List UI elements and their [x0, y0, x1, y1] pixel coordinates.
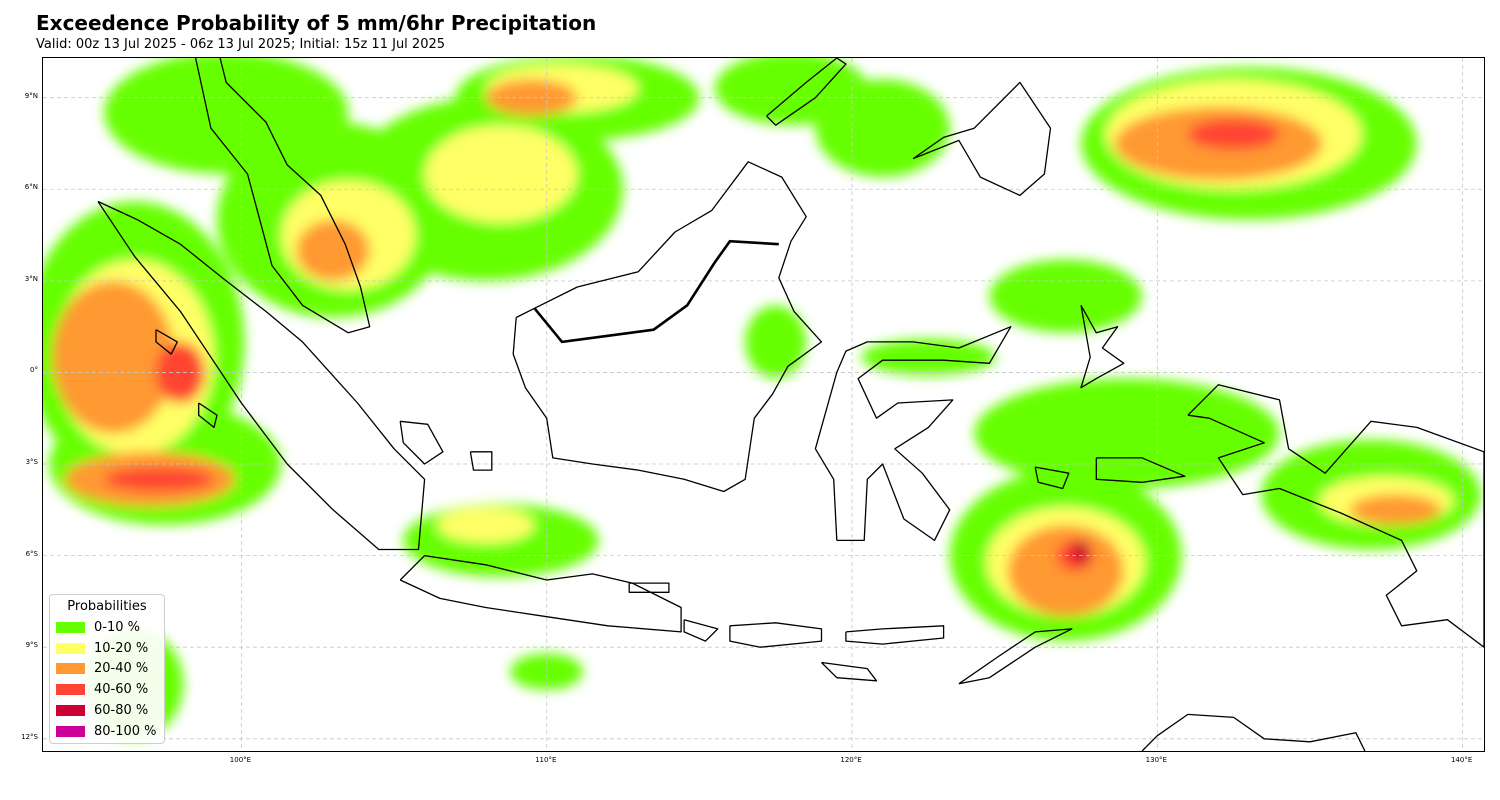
coastline-timor [958, 628, 1073, 685]
precip-area [156, 341, 205, 403]
precip-area [52, 280, 175, 434]
precip-area [815, 79, 950, 177]
legend-label: 10-20 % [94, 640, 149, 656]
lon-tick-label: 140°E [1450, 756, 1473, 764]
coastline-flores [845, 625, 945, 645]
coastline-malay-peninsula [194, 58, 371, 334]
legend-label: 40-60 % [94, 682, 149, 698]
coastline-new-guinea [1187, 384, 1484, 648]
precip-area [296, 219, 370, 281]
lon-tick-label: 110°E [535, 756, 557, 764]
map-panel[interactable] [42, 57, 1485, 752]
borneo-border [533, 239, 779, 344]
lat-tick-label: 6°S [25, 549, 38, 558]
page-subtitle: Valid: 00z 13 Jul 2025 - 06z 13 Jul 2025… [36, 37, 446, 52]
precip-area [510, 653, 584, 690]
precip-area [104, 467, 214, 492]
coastline-bali [683, 619, 719, 642]
lat-tick-label: 9°S [25, 641, 38, 650]
lat-tick-label: 3°S [25, 458, 38, 467]
legend-swatch [56, 725, 85, 737]
legend-item: 20-40 % [56, 659, 158, 680]
precip-area [989, 259, 1142, 333]
coastline-belitung [469, 451, 493, 471]
lon-tick-label: 120°E [840, 756, 862, 764]
precip-area [1007, 525, 1124, 617]
legend-item: 0-10 % [56, 617, 158, 638]
coastline-palawan [766, 58, 847, 126]
coastline-sumatra [97, 200, 426, 551]
coastline-borneo [512, 161, 823, 493]
legend-item: 40-60 % [56, 679, 158, 700]
precip-area [1187, 119, 1280, 150]
legend-label: 0-10 % [94, 619, 140, 635]
page-title: Exceedence Probability of 5 mm/6hr Preci… [36, 11, 597, 35]
precipitation-layer [43, 58, 1481, 739]
precip-area [1071, 540, 1091, 565]
precip-area [436, 506, 535, 544]
coastline-sulawesi [814, 326, 1012, 542]
precip-area [745, 305, 807, 379]
legend-label: 60-80 % [94, 703, 149, 719]
lat-tick-label: 12°S [21, 732, 38, 741]
legend-swatch [56, 705, 85, 717]
map-canvas[interactable] [43, 58, 1484, 751]
border-layer [533, 239, 779, 344]
legend-swatch [56, 663, 85, 675]
legend-item: 80-100 % [56, 721, 158, 742]
precip-area [861, 338, 996, 376]
gridlines [43, 58, 1484, 751]
legend-item: 10-20 % [56, 638, 158, 659]
precip-area [104, 58, 349, 175]
legend: Probabilities 0-10 % 10-20 % 20-40 % 40-… [49, 594, 165, 744]
coastline-seram [1095, 457, 1186, 483]
coastline-java [399, 554, 682, 633]
legend-swatch [56, 642, 85, 654]
lat-tick-label: 0° [30, 366, 38, 375]
legend-item: 60-80 % [56, 700, 158, 721]
lon-tick-label: 130°E [1145, 756, 1167, 764]
coastline-australia-north [1141, 713, 1366, 751]
coastline-bangka [399, 420, 444, 465]
lat-tick-label: 9°N [24, 91, 38, 100]
coastline-sumba [821, 661, 878, 682]
lat-tick-label: 3°N [24, 274, 38, 283]
coastline-layer [97, 58, 1484, 751]
legend-label: 20-40 % [94, 661, 149, 677]
lat-tick-label: 6°N [24, 183, 38, 192]
coastline-madura [628, 582, 670, 593]
precip-area [974, 378, 1280, 489]
coastline-philippines-mindanao [912, 81, 1052, 197]
legend-swatch [56, 621, 85, 633]
lon-tick-label: 100°E [229, 756, 252, 764]
coastline-halmahera [1080, 304, 1125, 389]
coastline-nias [155, 329, 178, 355]
precip-area [485, 79, 578, 116]
coastline-buru [1034, 466, 1070, 490]
legend-swatch [56, 684, 85, 696]
coastline-siberut [198, 402, 218, 429]
coastline-lombok-sumbawa [729, 622, 823, 648]
precip-area [424, 125, 578, 223]
legend-label: 80-100 % [94, 723, 157, 739]
precip-area [1349, 494, 1442, 526]
legend-title: Probabilities [67, 599, 147, 614]
